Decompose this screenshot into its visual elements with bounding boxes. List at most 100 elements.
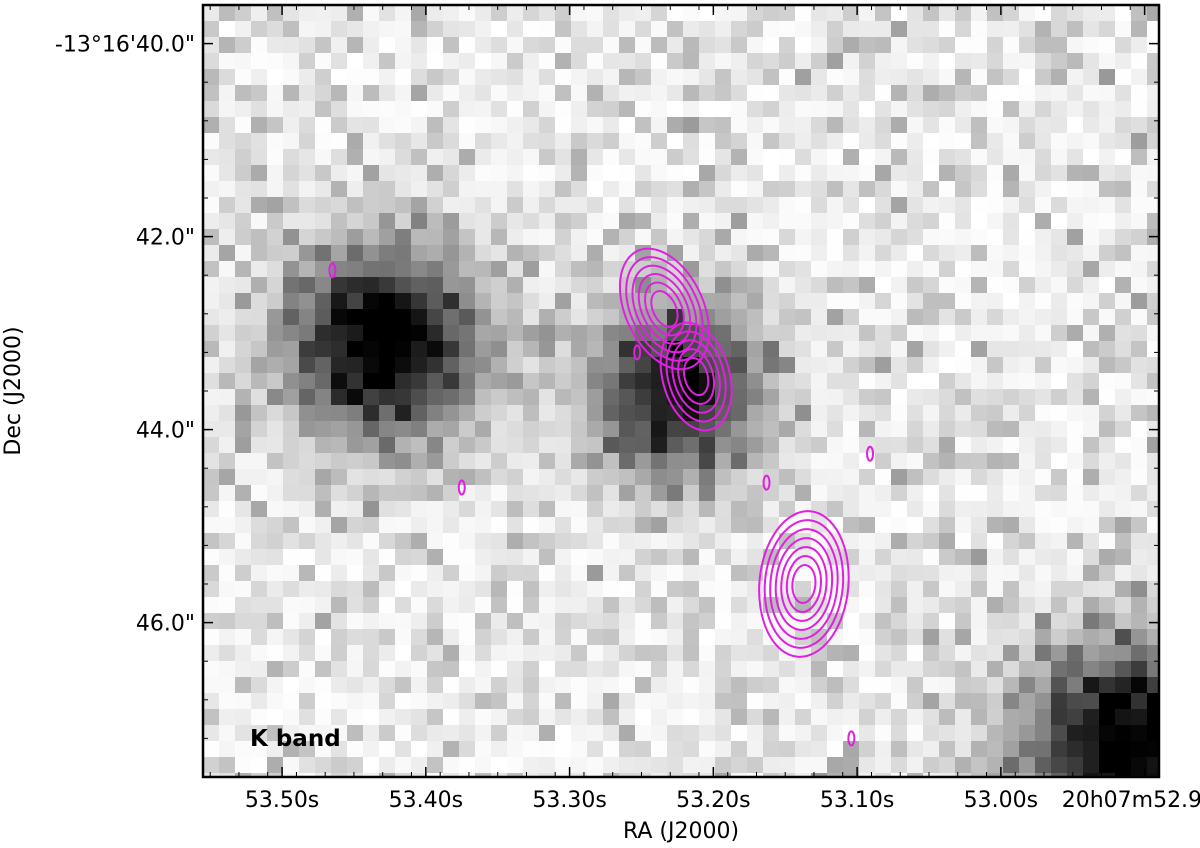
image-pixel <box>1003 741 1019 757</box>
image-pixel <box>219 245 235 261</box>
image-pixel <box>507 389 523 405</box>
image-pixel <box>603 53 619 69</box>
image-pixel <box>459 421 475 437</box>
image-pixel <box>267 101 283 117</box>
image-pixel <box>779 5 795 21</box>
image-pixel <box>987 85 1003 101</box>
image-pixel <box>843 613 859 629</box>
image-pixel <box>603 629 619 645</box>
image-pixel <box>1035 341 1051 357</box>
image-pixel <box>507 229 523 245</box>
image-pixel <box>571 405 587 421</box>
image-pixel <box>955 469 971 485</box>
image-pixel <box>539 501 555 517</box>
image-pixel <box>203 133 219 149</box>
image-pixel <box>315 309 331 325</box>
image-pixel <box>491 245 507 261</box>
image-pixel <box>907 133 923 149</box>
image-pixel <box>747 725 763 741</box>
y-tick-label: 42.0" <box>136 226 195 251</box>
image-pixel <box>619 597 635 613</box>
image-pixel <box>603 229 619 245</box>
image-pixel <box>251 373 267 389</box>
image-pixel <box>747 741 763 757</box>
image-pixel <box>651 549 667 565</box>
image-pixel <box>443 773 459 777</box>
image-pixel <box>875 165 891 181</box>
image-pixel <box>523 549 539 565</box>
image-pixel <box>875 197 891 213</box>
image-pixel <box>651 453 667 469</box>
image-pixel <box>331 629 347 645</box>
image-pixel <box>379 581 395 597</box>
image-pixel <box>347 37 363 53</box>
image-pixel <box>1003 453 1019 469</box>
image-pixel <box>843 293 859 309</box>
image-pixel <box>955 117 971 133</box>
image-pixel <box>891 725 907 741</box>
image-pixel <box>667 757 683 773</box>
image-pixel <box>539 181 555 197</box>
image-pixel <box>619 741 635 757</box>
image-pixel <box>715 325 731 341</box>
image-pixel <box>1131 213 1147 229</box>
image-pixel <box>923 5 939 21</box>
image-pixel <box>571 757 587 773</box>
image-pixel <box>635 565 651 581</box>
image-pixel <box>683 677 699 693</box>
image-pixel <box>795 5 811 21</box>
image-pixel <box>795 501 811 517</box>
image-pixel <box>363 245 379 261</box>
image-pixel <box>459 69 475 85</box>
image-pixel <box>283 693 299 709</box>
image-pixel <box>907 565 923 581</box>
image-pixel <box>219 469 235 485</box>
image-pixel <box>1067 229 1083 245</box>
image-pixel <box>1083 133 1099 149</box>
image-pixel <box>539 725 555 741</box>
image-pixel <box>587 629 603 645</box>
image-pixel <box>651 101 667 117</box>
image-pixel <box>1067 661 1083 677</box>
image-pixel <box>539 5 555 21</box>
image-pixel <box>331 229 347 245</box>
image-pixel <box>779 437 795 453</box>
image-pixel <box>731 501 747 517</box>
image-pixel <box>603 405 619 421</box>
image-pixel <box>1099 357 1115 373</box>
image-pixel <box>795 565 811 581</box>
image-pixel <box>923 197 939 213</box>
image-pixel <box>891 245 907 261</box>
image-pixel <box>1131 21 1147 37</box>
image-pixel <box>1067 565 1083 581</box>
image-pixel <box>507 485 523 501</box>
image-pixel <box>747 165 763 181</box>
image-pixel <box>571 709 587 725</box>
image-pixel <box>363 357 379 373</box>
image-pixel <box>1035 549 1051 565</box>
contour-level <box>671 339 721 414</box>
image-pixel <box>779 757 795 773</box>
image-pixel <box>715 661 731 677</box>
image-pixel <box>1035 581 1051 597</box>
image-pixel <box>331 85 347 101</box>
image-pixel <box>315 501 331 517</box>
image-pixel <box>347 245 363 261</box>
image-pixel <box>267 133 283 149</box>
image-pixel <box>459 389 475 405</box>
image-pixel <box>1099 597 1115 613</box>
image-pixel <box>779 85 795 101</box>
image-pixel <box>715 37 731 53</box>
image-pixel <box>603 501 619 517</box>
image-pixel <box>571 149 587 165</box>
image-pixel <box>219 213 235 229</box>
image-pixel <box>251 581 267 597</box>
image-pixel <box>475 21 491 37</box>
image-pixel <box>219 661 235 677</box>
image-pixel <box>939 85 955 101</box>
image-pixel <box>491 293 507 309</box>
image-pixel <box>555 773 571 777</box>
image-pixel <box>1067 437 1083 453</box>
image-pixel <box>683 485 699 501</box>
image-pixel <box>1035 773 1051 777</box>
